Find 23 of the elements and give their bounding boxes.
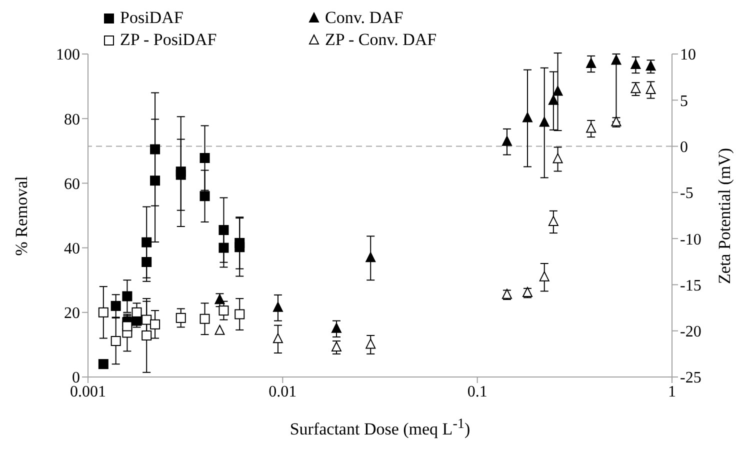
y-tick-label: 20 <box>64 305 80 322</box>
y-tick-label: 60 <box>64 176 80 193</box>
y2-tick-label: -15 <box>680 277 702 294</box>
x-axis-title: Surfactant Dose (meq L$^{-1}$) <box>288 416 472 440</box>
y2-tick-label: 0 <box>680 138 688 156</box>
x-tick-label: 1 <box>668 383 676 400</box>
y2-tick-label: 5 <box>680 92 688 110</box>
legend-label: ZP - Conv. DAF <box>325 30 437 50</box>
x-tick-label: 0.1 <box>467 383 488 400</box>
y2-tick-label: -5 <box>680 185 694 202</box>
y-tick-label: 80 <box>64 111 80 128</box>
y2-tick-label: 10 <box>680 46 696 64</box>
legend-label: Conv. DAF <box>325 8 404 28</box>
y2-tick-label: -10 <box>680 231 702 248</box>
y2-axis-title: Zeta Potential (mV) <box>715 148 735 284</box>
legend-label: PosiDAF <box>120 8 184 28</box>
x-tick-label: 0.01 <box>268 383 297 400</box>
y-tick-label: 100 <box>56 46 80 64</box>
y-tick-label: 40 <box>64 240 80 258</box>
y2-tick-label: -25 <box>680 370 702 387</box>
y2-tick-label: -20 <box>680 324 702 341</box>
y-axis-title: % Removal <box>12 176 32 256</box>
legend-label: ZP - PosiDAF <box>120 30 217 50</box>
